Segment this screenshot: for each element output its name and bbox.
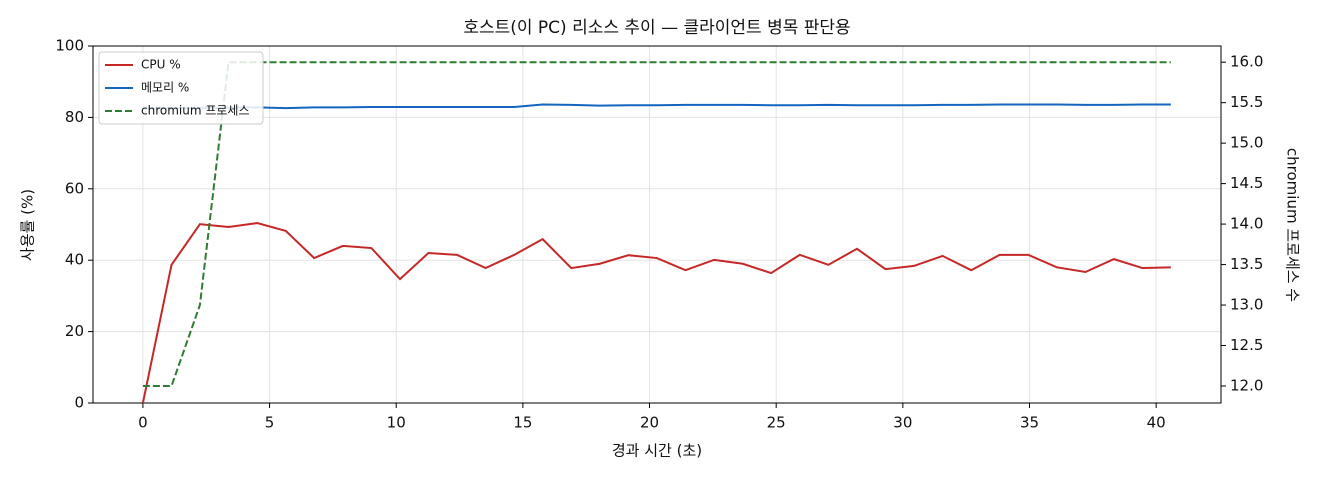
x-tick-label: 35 <box>1020 414 1039 432</box>
legend-label: chromium 프로세스 <box>141 104 250 118</box>
y-axis-label: 사용률 (%) <box>19 189 37 261</box>
x-axis-label: 경과 시간 (초) <box>612 442 702 460</box>
y-tick-label: 40 <box>65 251 84 269</box>
y2-tick-label: 15.0 <box>1230 134 1263 152</box>
x-tick-label: 25 <box>767 414 786 432</box>
x-tick-label: 20 <box>640 414 659 432</box>
y-tick-label: 100 <box>55 37 84 55</box>
chart-title: 호스트(이 PC) 리소스 추이 — 클라이언트 병목 판단용 <box>463 18 850 38</box>
legend-label: CPU % <box>141 58 181 72</box>
y2-tick-label: 15.5 <box>1230 93 1263 111</box>
x-tick-label: 0 <box>138 414 148 432</box>
x-tick-label: 40 <box>1147 414 1166 432</box>
x-tick-label: 15 <box>513 414 532 432</box>
y-tick-label: 20 <box>65 322 84 340</box>
y2-tick-label: 16.0 <box>1230 53 1263 71</box>
x-tick-label: 10 <box>387 414 406 432</box>
y2-tick-label: 14.5 <box>1230 174 1263 192</box>
y-tick-label: 60 <box>65 179 84 197</box>
y2-axis-label: chromium 프로세스 수 <box>1284 148 1302 302</box>
plot-frame <box>92 45 1222 404</box>
data-line <box>142 103 1171 110</box>
y-tick-label: 0 <box>74 394 84 412</box>
x-tick-label: 30 <box>893 414 912 432</box>
y2-tick-label: 13.0 <box>1230 296 1263 314</box>
legend-box <box>98 51 264 125</box>
x-tick-label: 5 <box>265 414 275 432</box>
y-tick-label: 80 <box>65 108 84 126</box>
y2-tick-label: 14.0 <box>1230 215 1263 233</box>
y2-tick-label: 13.5 <box>1230 255 1263 273</box>
y2-tick-label: 12.0 <box>1230 377 1263 395</box>
y2-tick-label: 12.5 <box>1230 336 1263 354</box>
data-line <box>142 61 1171 387</box>
data-line <box>141 222 1171 404</box>
legend-label: 메모리 % <box>141 81 189 95</box>
